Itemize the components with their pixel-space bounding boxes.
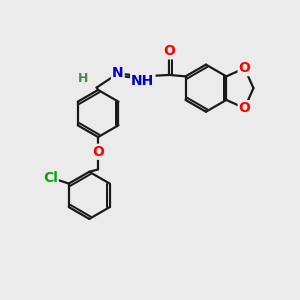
Text: O: O <box>239 61 250 75</box>
Text: H: H <box>78 72 88 85</box>
Text: O: O <box>239 101 250 115</box>
Text: NH: NH <box>131 74 154 88</box>
Text: O: O <box>164 44 175 58</box>
Text: O: O <box>92 145 104 159</box>
Text: N: N <box>112 66 124 80</box>
Text: Cl: Cl <box>43 171 58 185</box>
